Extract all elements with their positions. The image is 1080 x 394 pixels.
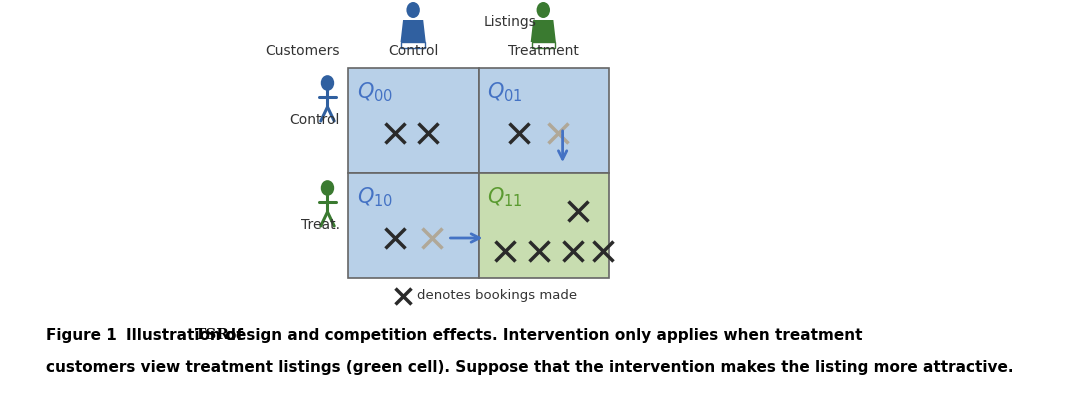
Text: Listings: Listings	[484, 15, 537, 29]
Polygon shape	[401, 20, 426, 42]
Text: Control: Control	[388, 44, 438, 58]
Text: Control: Control	[289, 113, 340, 127]
Bar	[349, 68, 478, 173]
Bar	[478, 173, 609, 278]
Polygon shape	[402, 42, 424, 48]
Text: Treatment: Treatment	[508, 44, 579, 58]
Polygon shape	[530, 20, 556, 42]
Text: $\mathit{Q}_{01}$: $\mathit{Q}_{01}$	[487, 80, 523, 104]
Bar	[349, 173, 478, 278]
Bar	[478, 68, 609, 173]
Text: $\mathit{Q}_{10}$: $\mathit{Q}_{10}$	[356, 185, 393, 208]
Text: $\mathit{Q}_{11}$: $\mathit{Q}_{11}$	[487, 185, 523, 208]
Text: Customers: Customers	[266, 44, 340, 58]
Polygon shape	[531, 42, 555, 48]
Circle shape	[322, 76, 334, 90]
Text: $\mathit{Q}_{00}$: $\mathit{Q}_{00}$	[356, 80, 393, 104]
Text: Figure 1: Figure 1	[46, 328, 117, 343]
Circle shape	[406, 2, 420, 18]
Text: customers view treatment listings (green cell). Suppose that the intervention ma: customers view treatment listings (green…	[46, 360, 1014, 375]
Text: denotes bookings made: denotes bookings made	[417, 290, 578, 303]
Text: TSR: TSR	[194, 328, 230, 342]
Text: Illustration of: Illustration of	[126, 328, 248, 343]
Circle shape	[537, 2, 550, 18]
Text: design and competition effects. Intervention only applies when treatment: design and competition effects. Interven…	[220, 328, 863, 343]
Circle shape	[322, 181, 334, 195]
Text: Treat.: Treat.	[301, 218, 340, 232]
